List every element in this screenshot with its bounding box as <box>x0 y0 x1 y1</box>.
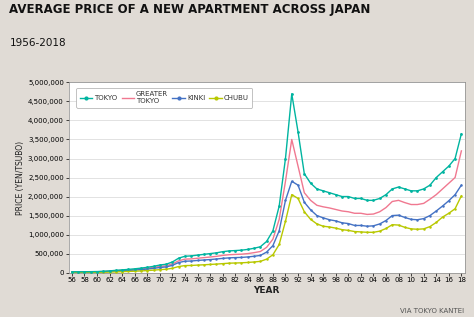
Legend: TOKYO, GREATER
TOKYO, KINKI, CHUBU: TOKYO, GREATER TOKYO, KINKI, CHUBU <box>76 88 253 108</box>
Text: AVERAGE PRICE OF A NEW APARTMENT ACROSS JAPAN: AVERAGE PRICE OF A NEW APARTMENT ACROSS … <box>9 3 371 16</box>
X-axis label: YEAR: YEAR <box>254 286 280 295</box>
Text: 1956-2018: 1956-2018 <box>9 38 66 48</box>
Text: VIA TOKYO KANTEI: VIA TOKYO KANTEI <box>401 308 465 314</box>
Y-axis label: PRICE (YEN/TSUBO): PRICE (YEN/TSUBO) <box>16 140 25 215</box>
